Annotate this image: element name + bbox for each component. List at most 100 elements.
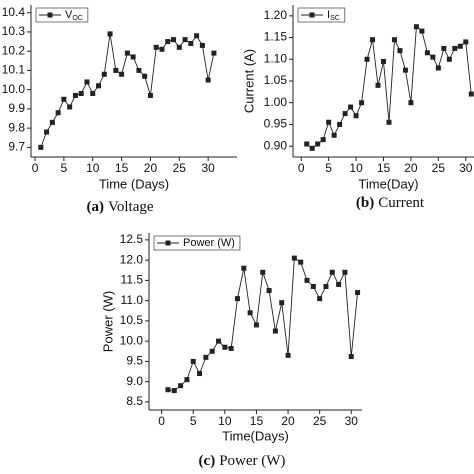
data-point [381,58,386,64]
data-point [266,288,272,294]
subplot: 8.5 9.0 9.5 10.0 10.5 11.0 11.5 12.0 12.5 0 5 10 15 2… [100,232,362,469]
y-tick-label: 10.4 [2,5,26,19]
y-tick-label: 9.8 [8,120,25,134]
y-tick-label: 10.1 [2,63,26,77]
x-axis-label: Time(Days) [222,428,289,443]
x-tick-label: 30 [459,161,473,175]
data-point [49,119,55,125]
x-tick-label: 30 [201,161,215,175]
data-point [205,77,211,83]
legend-subscript: OC [72,15,83,22]
legend-subscript: SC [330,15,340,22]
y-axis-label: Power (W) [100,291,115,352]
data-point [241,265,247,271]
data-point [370,37,376,43]
y-axis-label: Current (A) [241,49,256,113]
data-point [228,345,234,351]
data-point [413,24,419,30]
data-point [113,67,119,73]
data-point [336,281,342,287]
x-tick-label: 10 [349,161,363,175]
y-tick-label: 10.3 [2,24,26,38]
legend-name: V [65,9,73,21]
data-point [408,100,414,106]
y-tick-label: 11.5 [121,273,144,287]
data-point [44,129,50,135]
caption-tag: (c) [199,453,216,469]
x-tick-label: 20 [281,414,295,428]
data-point [304,141,310,147]
data-point [96,83,102,89]
data-point [342,111,348,117]
data-point [272,328,278,334]
data-point [171,388,177,394]
legend-name: I [327,9,330,21]
x-tick-label: 0 [32,161,39,175]
data-point [197,371,203,377]
legend-box [35,7,89,23]
data-point [342,269,348,275]
data-point [337,121,343,127]
data-point [285,352,291,358]
data-point [184,377,190,383]
data-point [165,387,171,393]
y-tick-label: 10.2 [2,43,26,57]
data-point [159,46,165,52]
legend-box [153,235,241,251]
x-tick-label: 0 [298,161,305,175]
x-tick-label: 30 [345,414,359,428]
data-point [142,73,148,79]
data-point [247,310,253,316]
legend-marker [309,12,315,18]
data-point [101,71,107,77]
data-point [329,269,335,275]
data-point [203,354,209,360]
data-point [331,132,337,138]
data-point [309,145,315,151]
data-point [397,48,403,54]
data-point [260,269,266,275]
data-point [355,290,361,296]
data-point [457,43,463,49]
y-tick-label: 12.5 [120,232,144,246]
y-tick-label: 9.0 [126,374,143,388]
x-axis-label: Time (Days) [99,176,169,191]
y-tick-label: 9.5 [126,354,143,368]
data-point [430,54,436,60]
data-point [419,28,425,34]
x-tick-label: 20 [404,161,418,175]
data-point [61,96,67,102]
x-tick-label: 20 [144,161,158,175]
data-point [194,33,200,39]
data-point [216,338,222,344]
data-point [190,358,196,364]
data-point [84,79,90,85]
x-tick-label: 10 [218,414,232,428]
data-point [165,39,171,45]
caption-tag: (a) [86,199,104,215]
x-tick-label: 15 [250,414,264,428]
y-tick-label: 12.0 [120,252,144,266]
data-point [38,144,44,150]
caption-text: Power (W) [219,453,285,469]
data-point [291,255,297,261]
x-axis-label: Time(Day) [358,176,418,191]
y-tick-label: 10.0 [120,333,144,347]
data-point [253,322,259,328]
x-tick-label: 0 [158,414,165,428]
caption-text: Voltage [108,199,154,215]
legend-text: ISC [327,9,340,22]
data-point [304,277,310,283]
data-point [468,91,474,97]
data-point [323,283,329,289]
data-point [348,354,354,360]
y-tick-label: 1.10 [264,51,288,65]
data-point [424,50,430,56]
data-point [391,37,397,43]
data-point [402,67,408,73]
data-point [136,67,142,73]
data-point [188,40,194,46]
data-point [130,54,136,60]
y-tick-label: 1.15 [264,30,288,44]
